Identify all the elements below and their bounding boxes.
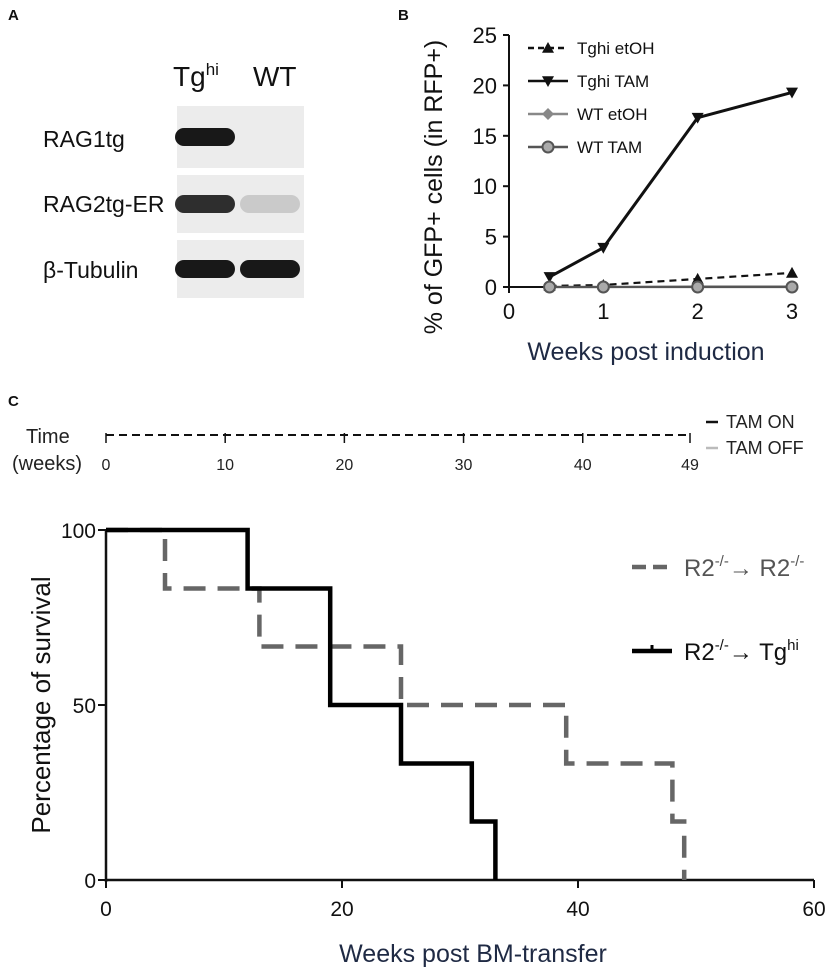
legend-label: R2-/-→ Tghi [684,637,799,666]
chart-c-survival: 0 50 100 0 20 40 60 Weeks post BM-transfer Perce… [26,520,826,968]
timeline-tick-label: 20 [335,457,353,474]
y-tick-label: 50 [73,695,96,718]
data-point [542,76,554,87]
survival-curve-r2-r2 [106,527,687,880]
x-tick-label: 2 [692,299,704,324]
legend-label: Tghi TAM [577,72,649,91]
y-tick-label: 5 [485,225,497,250]
chart-b-gfp-induction: 0 5 10 15 20 25 0 1 2 3 Weeks post induction % of G… [420,23,799,366]
series-wt-tam [543,280,799,294]
timeline-label-weeks: (weeks) [12,453,82,475]
data-point [691,280,705,294]
data-point [691,112,704,124]
blot-column-wt: WT [253,61,297,92]
x-axis-title: Weeks post BM-transfer [339,940,607,968]
x-tick-label: 0 [100,898,112,921]
y-tick-label: 25 [473,23,497,48]
blot-band [175,260,235,278]
tam-timeline: Time (weeks) 0 10 20 30 40 49 TAM ON TAM OFF [12,412,804,475]
y-tick-label: 0 [84,870,96,893]
data-point [542,108,554,120]
data-point [541,140,555,154]
legend-item-tghi-etoh: Tghi etOH [528,39,654,58]
series-line [548,91,793,279]
timeline-tick-label: 40 [574,457,592,474]
blot-band [240,260,300,278]
x-tick-label: 20 [330,898,353,921]
blot-row-label: RAG1tg [43,126,125,152]
timeline-legend-tam-on: TAM ON [706,412,795,432]
legend-item-wt-etoh: WT etOH [528,105,648,124]
x-tick-label: 60 [802,898,825,921]
data-point [543,272,556,283]
data-point [691,272,704,284]
x-tick-label: 3 [786,299,798,324]
data-point [786,266,798,278]
data-point [596,280,610,294]
x-tick-label: 40 [566,898,589,921]
y-tick-label: 0 [485,275,497,300]
x-axis-title: Weeks post induction [527,338,764,366]
blot-band [175,195,235,213]
legend-label: R2-/-→ R2-/- [684,553,804,582]
data-point [597,242,610,254]
timeline-tick-label: 0 [102,457,111,474]
timeline-legend-tam-off: TAM OFF [706,438,804,458]
blot-row-tubulin: β-Tubulin [43,240,304,298]
blot-row-rag2tg-er: RAG2tg-ER [43,175,304,233]
panel-label-c: C [8,393,19,410]
data-point [785,280,799,294]
x-tick-label: 0 [503,299,515,324]
legend-label: WT TAM [577,138,642,157]
panel-label-a: A [8,7,19,24]
y-tick-label: 10 [473,174,497,199]
blot-rows: RAG1tg RAG2tg-ER β-Tubulin [43,106,304,298]
blot-row-rag1tg: RAG1tg [43,106,304,168]
y-axis-title: % of GFP+ cells (in RFP+) [420,40,448,335]
blot-band [240,195,300,213]
y-tick-label: 100 [61,520,96,543]
series-line [549,271,793,288]
series-tghi-tam [543,87,798,283]
survival-curve-r2-tghi [106,527,498,880]
data-point [543,280,557,294]
legend-item-tghi-tam: Tghi TAM [528,72,649,91]
y-axis-title: Percentage of survival [26,576,56,833]
blot-band [175,128,235,146]
blot-column-tghi: Tghi [173,60,219,92]
timeline-legend-label: TAM OFF [726,438,804,458]
western-blot: Tghi WT RAG1tg RAG2tg-ER β-Tubulin [43,60,304,298]
legend-label: WT etOH [577,105,648,124]
y-tick-label: 20 [473,73,497,98]
data-point [542,42,554,53]
blot-row-label: β-Tubulin [43,257,138,283]
panel-label-b: B [398,7,409,24]
timeline-tick-label: 30 [455,457,473,474]
legend-item-r2-tghi: R2-/-→ Tghi [632,637,799,666]
legend-item-r2-r2: R2-/-→ R2-/- [632,553,804,582]
timeline-legend-label: TAM ON [726,412,795,432]
timeline-label-time: Time [26,426,70,448]
legend-item-wt-tam: WT TAM [528,138,642,157]
blot-row-label: RAG2tg-ER [43,191,164,217]
timeline-tick-label: 49 [681,457,699,474]
data-point [786,87,798,99]
legend-label: Tghi etOH [577,39,654,58]
y-tick-label: 15 [473,124,497,149]
timeline-tick-label: 10 [216,457,234,474]
x-tick-label: 1 [597,299,609,324]
